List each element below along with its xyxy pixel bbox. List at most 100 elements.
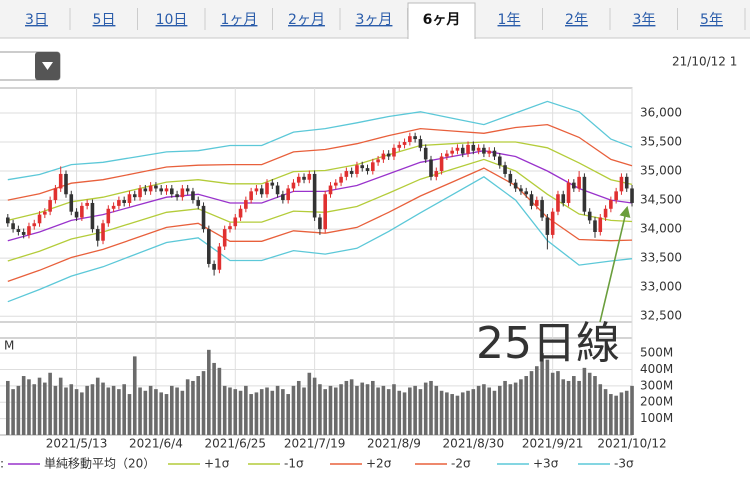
- candle-body: [122, 200, 126, 203]
- tab[interactable]: 1年: [498, 12, 521, 28]
- candle-body: [101, 223, 105, 241]
- candle-body: [48, 200, 52, 212]
- x-tick-label: 2021/7/19: [284, 437, 346, 451]
- volume-bar: [624, 390, 629, 435]
- candle-body: [21, 232, 26, 235]
- tab[interactable]: 1ヶ月: [221, 12, 258, 28]
- candle-body: [265, 182, 269, 195]
- volume-bar: [138, 387, 142, 435]
- candle-body: [175, 194, 179, 198]
- volume-bar: [455, 395, 460, 435]
- volume-bar: [460, 392, 465, 435]
- candle-body: [339, 176, 343, 183]
- volume-tick-label: 300M: [640, 378, 673, 392]
- volume-bar: [27, 379, 31, 435]
- tab[interactable]: 6ヶ月: [423, 12, 461, 28]
- candle-body: [482, 147, 486, 154]
- volume-bar: [291, 385, 296, 435]
- candle-body: [302, 176, 306, 180]
- candle-body: [281, 194, 285, 201]
- candle-body: [476, 147, 481, 151]
- volume-bar: [185, 379, 190, 435]
- y-tick-label: 35,500: [640, 135, 682, 149]
- x-tick-label: 2021/6/4: [129, 437, 183, 451]
- volume-bar: [217, 367, 222, 435]
- volume-bar: [376, 387, 380, 435]
- volume-bar: [439, 390, 444, 435]
- volume-bar: [434, 385, 439, 435]
- tab[interactable]: 5日: [93, 12, 116, 28]
- candle-body: [228, 226, 232, 230]
- candle-body: [524, 191, 529, 195]
- volume-bar: [572, 376, 576, 435]
- candle-body: [550, 211, 555, 235]
- candle-body: [492, 150, 497, 157]
- candle-body: [164, 188, 169, 192]
- candle-body: [508, 173, 513, 183]
- candle-body: [201, 205, 206, 230]
- tab[interactable]: 3ヶ月: [356, 12, 393, 28]
- candle-body: [323, 194, 327, 230]
- candle-body: [16, 229, 21, 232]
- volume-bar: [445, 392, 449, 435]
- volume-unit: M: [4, 339, 14, 353]
- volume-bar: [74, 389, 79, 435]
- candle-body: [497, 156, 502, 166]
- volume-bar: [497, 385, 502, 435]
- candle-body: [603, 208, 608, 218]
- candle-body: [460, 147, 465, 154]
- volume-bar: [259, 389, 264, 435]
- tab[interactable]: 2ヶ月: [288, 12, 325, 28]
- candle-body: [148, 185, 153, 192]
- volume-bar: [154, 389, 158, 435]
- volume-bar: [487, 387, 491, 435]
- band-line: [7, 158, 633, 262]
- volume-bar: [80, 392, 84, 435]
- tab[interactable]: 3日: [25, 12, 48, 28]
- candle-body: [169, 188, 174, 195]
- candle-body: [106, 208, 111, 224]
- tab[interactable]: 3年: [633, 12, 656, 28]
- volume-bar: [593, 376, 597, 435]
- candle-body: [53, 188, 58, 201]
- candle-body: [127, 194, 132, 203]
- legend-label: +3σ: [533, 457, 559, 471]
- candle-body: [556, 194, 560, 212]
- volume-bar: [196, 376, 201, 435]
- candle-body: [132, 194, 137, 198]
- candle-body: [244, 200, 248, 209]
- candle-body: [593, 220, 597, 232]
- candle-body: [434, 171, 439, 177]
- candle-body: [413, 136, 417, 140]
- candle-body: [376, 159, 380, 163]
- volume-bar: [397, 390, 402, 435]
- y-tick-label: 32,500: [640, 309, 682, 323]
- volume-bar: [429, 380, 433, 435]
- candle-body: [619, 176, 624, 192]
- x-tick-label: 2021/6/25: [205, 437, 267, 451]
- x-tick-label: 2021/8/9: [367, 437, 421, 451]
- candle-body: [572, 182, 576, 189]
- candle-body: [249, 191, 253, 201]
- legend-label: -2σ: [451, 457, 471, 471]
- tab[interactable]: 5年: [700, 12, 723, 28]
- tab[interactable]: 2年: [565, 12, 588, 28]
- candle-body: [85, 202, 89, 206]
- candle-body: [455, 147, 460, 151]
- candle-body: [609, 200, 613, 209]
- timestamp: 21/10/12 1: [672, 55, 737, 69]
- volume-bar: [238, 390, 243, 435]
- annotation: 25日線: [476, 318, 620, 369]
- candle-body: [450, 150, 454, 154]
- candle-body: [58, 173, 63, 189]
- volume-bar: [466, 390, 470, 435]
- candle-body: [577, 176, 581, 189]
- volume-bar: [143, 390, 148, 435]
- tab[interactable]: 10日: [156, 12, 188, 28]
- candle-body: [566, 182, 571, 203]
- volume-bar: [191, 380, 195, 435]
- candle-body: [418, 139, 423, 148]
- tab-strip: [0, 0, 750, 38]
- volume-bar: [302, 387, 306, 435]
- candle-body: [307, 173, 312, 180]
